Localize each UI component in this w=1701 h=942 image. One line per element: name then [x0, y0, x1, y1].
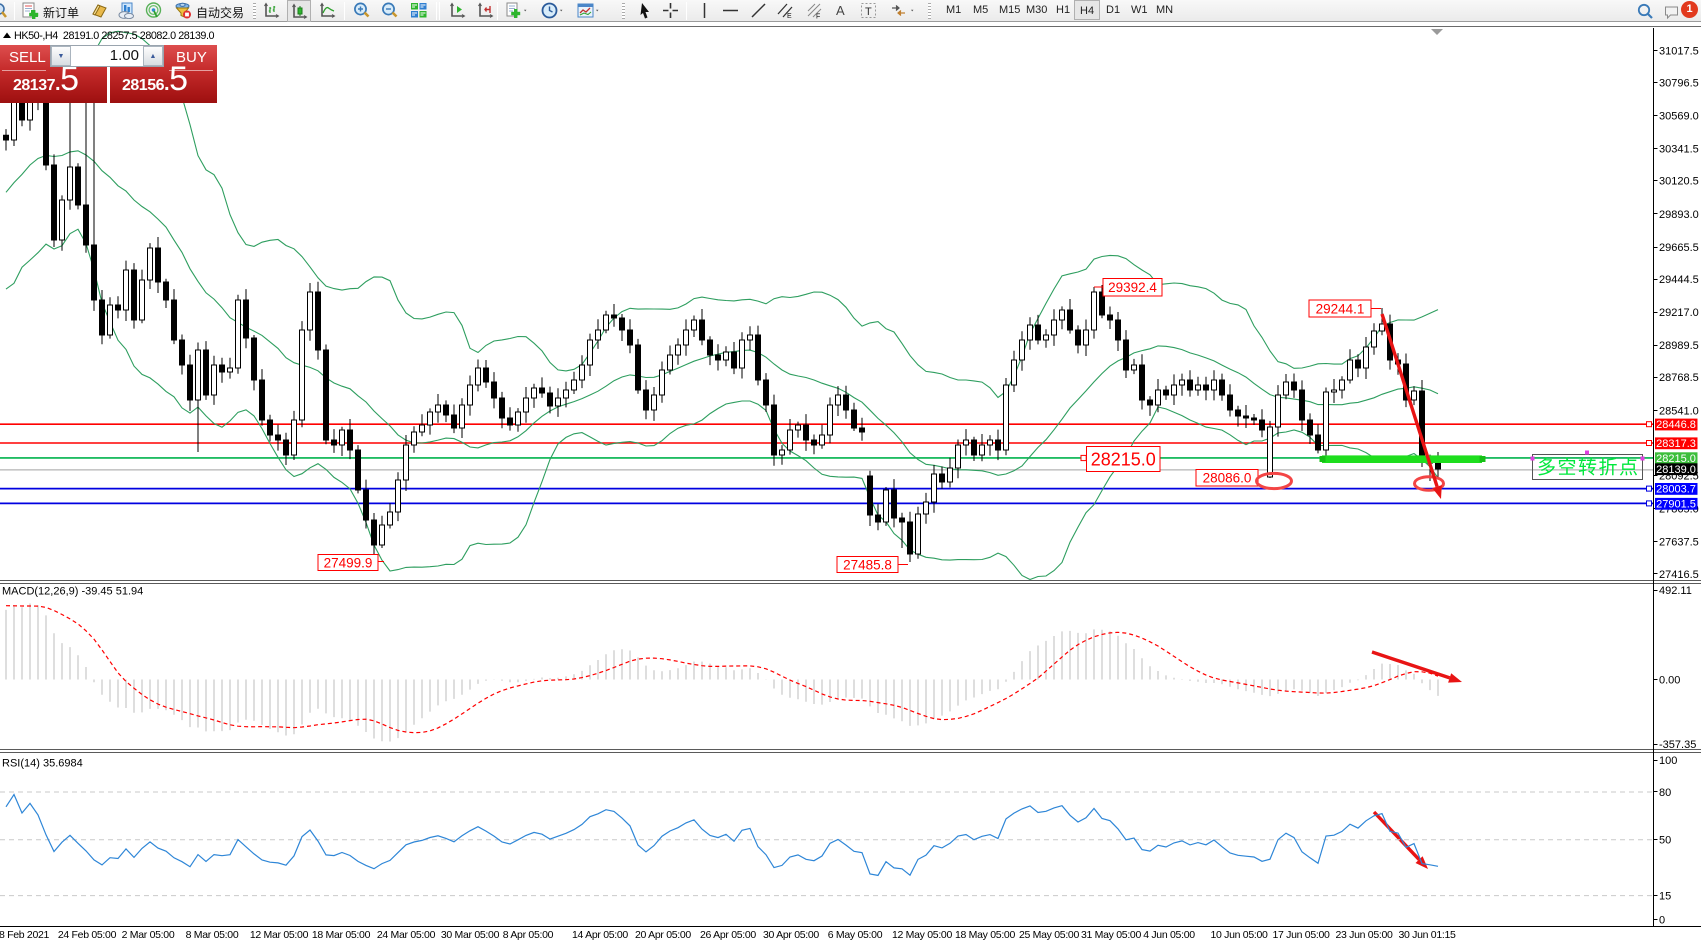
svg-text:31017.5: 31017.5 [1659, 45, 1699, 57]
svg-text:24 Mar 05:00: 24 Mar 05:00 [377, 929, 436, 941]
svg-text:100: 100 [1659, 755, 1677, 767]
svg-text:18 Mar 05:00: 18 Mar 05:00 [312, 929, 371, 941]
svg-text:27637.5: 27637.5 [1659, 537, 1699, 549]
svg-text:50: 50 [1659, 835, 1671, 847]
svg-text:30341.5: 30341.5 [1659, 144, 1699, 156]
svg-text:28989.5: 28989.5 [1659, 340, 1699, 352]
svg-text:4 Jun 05:00: 4 Jun 05:00 [1143, 929, 1195, 941]
svg-text:24 Feb 05:00: 24 Feb 05:00 [58, 929, 117, 941]
svg-text:28317.3: 28317.3 [1656, 438, 1696, 450]
svg-text:-357.35: -357.35 [1659, 739, 1696, 751]
svg-text:27485.8: 27485.8 [843, 557, 892, 572]
svg-text:28003.7: 28003.7 [1656, 484, 1696, 496]
svg-text:F: F [816, 14, 820, 20]
svg-text:28086.0: 28086.0 [1203, 471, 1252, 486]
svg-text:8 Mar 05:00: 8 Mar 05:00 [186, 929, 239, 941]
svg-text:28215.0: 28215.0 [1656, 453, 1696, 465]
svg-text:28446.8: 28446.8 [1656, 419, 1696, 431]
svg-text:E: E [787, 13, 792, 19]
svg-text:27416.5: 27416.5 [1659, 569, 1699, 581]
svg-text:29392.4: 29392.4 [1108, 280, 1157, 295]
svg-text:0: 0 [1659, 914, 1665, 926]
svg-text:31 May 05:00: 31 May 05:00 [1081, 929, 1141, 941]
svg-text:27499.9: 27499.9 [324, 555, 373, 570]
svg-text:RSI(14) 35.6984: RSI(14) 35.6984 [2, 758, 83, 770]
svg-text:18 May 05:00: 18 May 05:00 [955, 929, 1015, 941]
svg-text:8 Feb 2021: 8 Feb 2021 [0, 929, 50, 941]
svg-text:30 Jun 01:15: 30 Jun 01:15 [1398, 929, 1456, 941]
svg-text:80: 80 [1659, 787, 1671, 799]
svg-text:T: T [865, 6, 872, 18]
svg-text:28541.0: 28541.0 [1659, 405, 1699, 417]
svg-text:30120.5: 30120.5 [1659, 176, 1699, 188]
svg-text:8 Apr 05:00: 8 Apr 05:00 [503, 929, 554, 941]
svg-text:20 Apr 05:00: 20 Apr 05:00 [635, 929, 691, 941]
svg-text:HK50-,H4 28191.0 28257.5 2808: HK50-,H4 28191.0 28257.5 28082.0 28139.0 [14, 30, 215, 42]
svg-text:28139.0: 28139.0 [1656, 464, 1696, 476]
svg-text:23 Jun 05:00: 23 Jun 05:00 [1335, 929, 1393, 941]
svg-text:30 Mar 05:00: 30 Mar 05:00 [441, 929, 500, 941]
svg-text:28768.5: 28768.5 [1659, 372, 1699, 384]
svg-text:15: 15 [1659, 890, 1671, 902]
svg-text:29217.0: 29217.0 [1659, 307, 1699, 319]
svg-text:多空转折点: 多空转折点 [1537, 457, 1638, 479]
svg-text:29444.5: 29444.5 [1659, 274, 1699, 286]
svg-text:0.00: 0.00 [1659, 674, 1680, 686]
svg-text:29665.5: 29665.5 [1659, 242, 1699, 254]
svg-text:17 Jun 05:00: 17 Jun 05:00 [1272, 929, 1330, 941]
svg-text:30569.0: 30569.0 [1659, 111, 1699, 123]
svg-text:2 Mar 05:00: 2 Mar 05:00 [122, 929, 175, 941]
svg-text:30 Apr 05:00: 30 Apr 05:00 [763, 929, 819, 941]
svg-text:14 Apr 05:00: 14 Apr 05:00 [572, 929, 628, 941]
svg-text:12 Mar 05:00: 12 Mar 05:00 [250, 929, 309, 941]
svg-text:29244.1: 29244.1 [1316, 301, 1365, 316]
svg-text:26 Apr 05:00: 26 Apr 05:00 [700, 929, 756, 941]
svg-text:29893.0: 29893.0 [1659, 209, 1699, 221]
svg-text:492.11: 492.11 [1659, 585, 1692, 597]
svg-text:6 May 05:00: 6 May 05:00 [828, 929, 883, 941]
svg-text:27901.5: 27901.5 [1656, 498, 1696, 510]
svg-text:25 May 05:00: 25 May 05:00 [1019, 929, 1079, 941]
svg-text:30796.5: 30796.5 [1659, 77, 1699, 89]
svg-text:MACD(12,26,9) -39.45 51.94: MACD(12,26,9) -39.45 51.94 [2, 586, 143, 598]
svg-text:10 Jun 05:00: 10 Jun 05:00 [1210, 929, 1268, 941]
svg-text:28215.0: 28215.0 [1091, 450, 1156, 470]
svg-text:12 May 05:00: 12 May 05:00 [892, 929, 952, 941]
